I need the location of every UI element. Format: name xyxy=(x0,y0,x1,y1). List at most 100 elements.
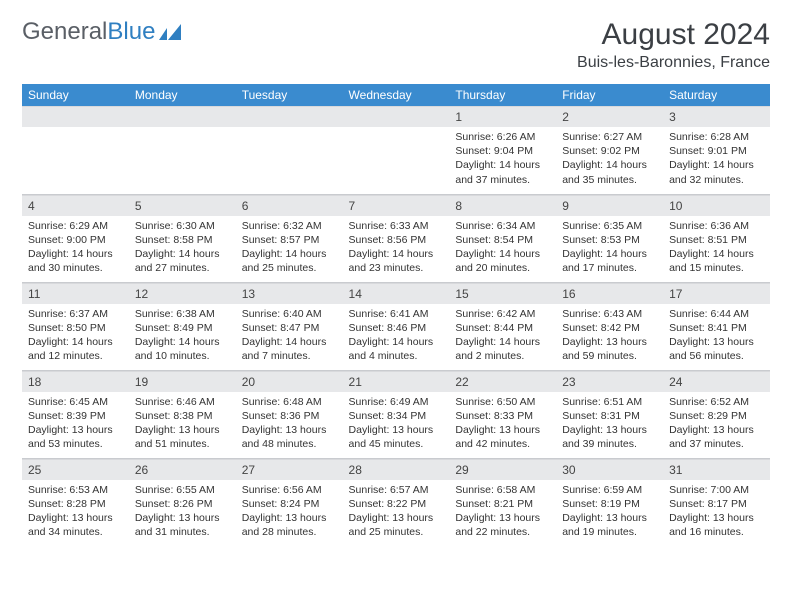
day-details: Sunrise: 6:42 AMSunset: 8:44 PMDaylight:… xyxy=(449,304,556,368)
calendar-week-row: 4Sunrise: 6:29 AMSunset: 9:00 PMDaylight… xyxy=(22,194,770,282)
day-details: Sunrise: 6:46 AMSunset: 8:38 PMDaylight:… xyxy=(129,392,236,456)
calendar-page: GeneralBlue August 2024 Buis-les-Baronni… xyxy=(0,0,792,556)
day-details: Sunrise: 6:40 AMSunset: 8:47 PMDaylight:… xyxy=(236,304,343,368)
daylight-line: Daylight: 13 hours and 37 minutes. xyxy=(669,423,764,451)
day-number: 12 xyxy=(129,283,236,304)
day-details: Sunrise: 7:00 AMSunset: 8:17 PMDaylight:… xyxy=(663,480,770,544)
calendar-day-cell: 30Sunrise: 6:59 AMSunset: 8:19 PMDayligh… xyxy=(556,458,663,546)
day-number: 13 xyxy=(236,283,343,304)
day-number: 10 xyxy=(663,195,770,216)
calendar-day-cell: 15Sunrise: 6:42 AMSunset: 8:44 PMDayligh… xyxy=(449,282,556,370)
calendar-week-row: 18Sunrise: 6:45 AMSunset: 8:39 PMDayligh… xyxy=(22,370,770,458)
day-number: 19 xyxy=(129,371,236,392)
weekday-head: Thursday xyxy=(449,84,556,106)
sunrise-line: Sunrise: 6:36 AM xyxy=(669,219,764,233)
day-details: Sunrise: 6:52 AMSunset: 8:29 PMDaylight:… xyxy=(663,392,770,456)
daylight-line: Daylight: 14 hours and 32 minutes. xyxy=(669,158,764,186)
sunrise-line: Sunrise: 6:44 AM xyxy=(669,307,764,321)
day-number: 27 xyxy=(236,459,343,480)
sunset-line: Sunset: 8:17 PM xyxy=(669,497,764,511)
sunrise-line: Sunrise: 6:42 AM xyxy=(455,307,550,321)
day-number: 15 xyxy=(449,283,556,304)
day-details: Sunrise: 6:41 AMSunset: 8:46 PMDaylight:… xyxy=(343,304,450,368)
day-number-empty xyxy=(129,106,236,127)
sunrise-line: Sunrise: 6:35 AM xyxy=(562,219,657,233)
calendar-day-cell: 5Sunrise: 6:30 AMSunset: 8:58 PMDaylight… xyxy=(129,194,236,282)
sunrise-line: Sunrise: 6:26 AM xyxy=(455,130,550,144)
calendar-day-cell: 18Sunrise: 6:45 AMSunset: 8:39 PMDayligh… xyxy=(22,370,129,458)
sunset-line: Sunset: 9:02 PM xyxy=(562,144,657,158)
calendar-day-cell: 4Sunrise: 6:29 AMSunset: 9:00 PMDaylight… xyxy=(22,194,129,282)
sunset-line: Sunset: 8:36 PM xyxy=(242,409,337,423)
sunrise-line: Sunrise: 6:52 AM xyxy=(669,395,764,409)
day-number: 16 xyxy=(556,283,663,304)
day-details: Sunrise: 6:51 AMSunset: 8:31 PMDaylight:… xyxy=(556,392,663,456)
day-number: 8 xyxy=(449,195,556,216)
day-number: 28 xyxy=(343,459,450,480)
day-details: Sunrise: 6:36 AMSunset: 8:51 PMDaylight:… xyxy=(663,216,770,280)
calendar-day-cell: 20Sunrise: 6:48 AMSunset: 8:36 PMDayligh… xyxy=(236,370,343,458)
calendar-day-cell: 14Sunrise: 6:41 AMSunset: 8:46 PMDayligh… xyxy=(343,282,450,370)
day-details: Sunrise: 6:58 AMSunset: 8:21 PMDaylight:… xyxy=(449,480,556,544)
day-details: Sunrise: 6:49 AMSunset: 8:34 PMDaylight:… xyxy=(343,392,450,456)
sunrise-line: Sunrise: 6:58 AM xyxy=(455,483,550,497)
calendar-table: Sunday Monday Tuesday Wednesday Thursday… xyxy=(22,84,770,546)
calendar-day-cell: 26Sunrise: 6:55 AMSunset: 8:26 PMDayligh… xyxy=(129,458,236,546)
calendar-day-cell: 3Sunrise: 6:28 AMSunset: 9:01 PMDaylight… xyxy=(663,106,770,194)
day-number: 11 xyxy=(22,283,129,304)
weekday-head: Monday xyxy=(129,84,236,106)
calendar-day-cell: 9Sunrise: 6:35 AMSunset: 8:53 PMDaylight… xyxy=(556,194,663,282)
calendar-day-cell: 7Sunrise: 6:33 AMSunset: 8:56 PMDaylight… xyxy=(343,194,450,282)
sunset-line: Sunset: 8:21 PM xyxy=(455,497,550,511)
sunset-line: Sunset: 8:58 PM xyxy=(135,233,230,247)
sunrise-line: Sunrise: 6:32 AM xyxy=(242,219,337,233)
sunset-line: Sunset: 8:24 PM xyxy=(242,497,337,511)
calendar-day-cell xyxy=(236,106,343,194)
day-number: 21 xyxy=(343,371,450,392)
sunset-line: Sunset: 8:22 PM xyxy=(349,497,444,511)
day-number-empty xyxy=(236,106,343,127)
daylight-line: Daylight: 13 hours and 28 minutes. xyxy=(242,511,337,539)
brand-logo: GeneralBlue xyxy=(22,18,185,46)
daylight-line: Daylight: 14 hours and 25 minutes. xyxy=(242,247,337,275)
day-details: Sunrise: 6:57 AMSunset: 8:22 PMDaylight:… xyxy=(343,480,450,544)
calendar-body: 1Sunrise: 6:26 AMSunset: 9:04 PMDaylight… xyxy=(22,106,770,546)
calendar-week-row: 1Sunrise: 6:26 AMSunset: 9:04 PMDaylight… xyxy=(22,106,770,194)
day-number: 5 xyxy=(129,195,236,216)
sunset-line: Sunset: 8:47 PM xyxy=(242,321,337,335)
day-number: 23 xyxy=(556,371,663,392)
sunrise-line: Sunrise: 6:59 AM xyxy=(562,483,657,497)
day-number: 7 xyxy=(343,195,450,216)
brand-flag-icon xyxy=(159,22,185,42)
sunrise-line: Sunrise: 6:33 AM xyxy=(349,219,444,233)
day-details: Sunrise: 6:33 AMSunset: 8:56 PMDaylight:… xyxy=(343,216,450,280)
brand-part2: Blue xyxy=(107,18,155,46)
day-details: Sunrise: 6:55 AMSunset: 8:26 PMDaylight:… xyxy=(129,480,236,544)
sunset-line: Sunset: 8:39 PM xyxy=(28,409,123,423)
sunrise-line: Sunrise: 6:55 AM xyxy=(135,483,230,497)
day-details: Sunrise: 6:35 AMSunset: 8:53 PMDaylight:… xyxy=(556,216,663,280)
sunrise-line: Sunrise: 6:45 AM xyxy=(28,395,123,409)
day-details: Sunrise: 6:50 AMSunset: 8:33 PMDaylight:… xyxy=(449,392,556,456)
day-number: 14 xyxy=(343,283,450,304)
weekday-head: Sunday xyxy=(22,84,129,106)
calendar-week-row: 11Sunrise: 6:37 AMSunset: 8:50 PMDayligh… xyxy=(22,282,770,370)
sunset-line: Sunset: 8:51 PM xyxy=(669,233,764,247)
sunrise-line: Sunrise: 6:38 AM xyxy=(135,307,230,321)
daylight-line: Daylight: 14 hours and 12 minutes. xyxy=(28,335,123,363)
daylight-line: Daylight: 13 hours and 16 minutes. xyxy=(669,511,764,539)
sunrise-line: Sunrise: 6:49 AM xyxy=(349,395,444,409)
calendar-day-cell: 13Sunrise: 6:40 AMSunset: 8:47 PMDayligh… xyxy=(236,282,343,370)
calendar-day-cell: 1Sunrise: 6:26 AMSunset: 9:04 PMDaylight… xyxy=(449,106,556,194)
sunset-line: Sunset: 8:41 PM xyxy=(669,321,764,335)
daylight-line: Daylight: 14 hours and 23 minutes. xyxy=(349,247,444,275)
sunrise-line: Sunrise: 6:48 AM xyxy=(242,395,337,409)
sunset-line: Sunset: 8:42 PM xyxy=(562,321,657,335)
calendar-day-cell: 11Sunrise: 6:37 AMSunset: 8:50 PMDayligh… xyxy=(22,282,129,370)
daylight-line: Daylight: 14 hours and 37 minutes. xyxy=(455,158,550,186)
sunrise-line: Sunrise: 6:27 AM xyxy=(562,130,657,144)
sunset-line: Sunset: 8:26 PM xyxy=(135,497,230,511)
day-number: 30 xyxy=(556,459,663,480)
day-number-empty xyxy=(343,106,450,127)
sunset-line: Sunset: 8:49 PM xyxy=(135,321,230,335)
